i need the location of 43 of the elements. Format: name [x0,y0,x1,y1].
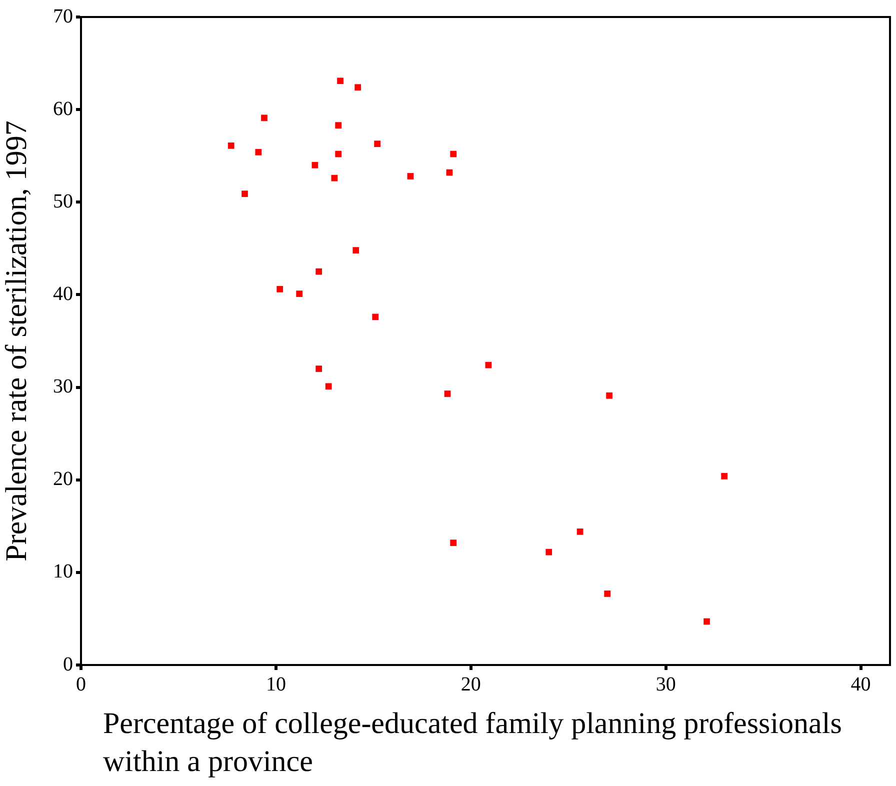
point [296,290,303,297]
point [604,590,611,597]
point [576,528,584,535]
point [546,548,552,556]
x-tick-label: 40 [850,673,871,696]
x-tick-label: 20 [460,673,481,696]
y-tick-label: 40 [53,282,73,305]
point [335,150,342,158]
point [261,114,268,122]
point [255,148,262,156]
point [316,366,322,372]
point [228,142,234,149]
point [337,78,344,84]
x-tick-label: 10 [266,673,286,696]
y-tick-label: 50 [53,190,73,212]
y-tick-label: 60 [53,98,73,120]
point [242,190,248,197]
point [444,390,451,397]
point [450,150,457,158]
x-tick-label: 30 [656,673,676,696]
point [276,286,284,292]
point [372,314,379,320]
y-tick-label: 0 [63,653,73,676]
point [352,247,360,254]
point [704,618,710,625]
point [331,174,338,182]
point [721,472,728,480]
y-tick-label: 20 [53,468,73,490]
point [335,122,342,128]
x-axis-title: Percentage of college-educated family planning professionals within a province [103,706,843,780]
y-axis-title: Prevalence rate of sterilization, 1997 [0,120,33,562]
point [407,173,414,180]
point [485,362,492,368]
y-tick-label: 70 [53,5,73,28]
point [374,140,380,148]
point [354,84,361,91]
point [606,392,612,399]
point [325,383,332,390]
y-tick-label: 10 [53,560,73,583]
point [450,540,457,546]
point [316,268,322,275]
y-tick-label: 30 [53,376,73,398]
point [312,162,318,168]
